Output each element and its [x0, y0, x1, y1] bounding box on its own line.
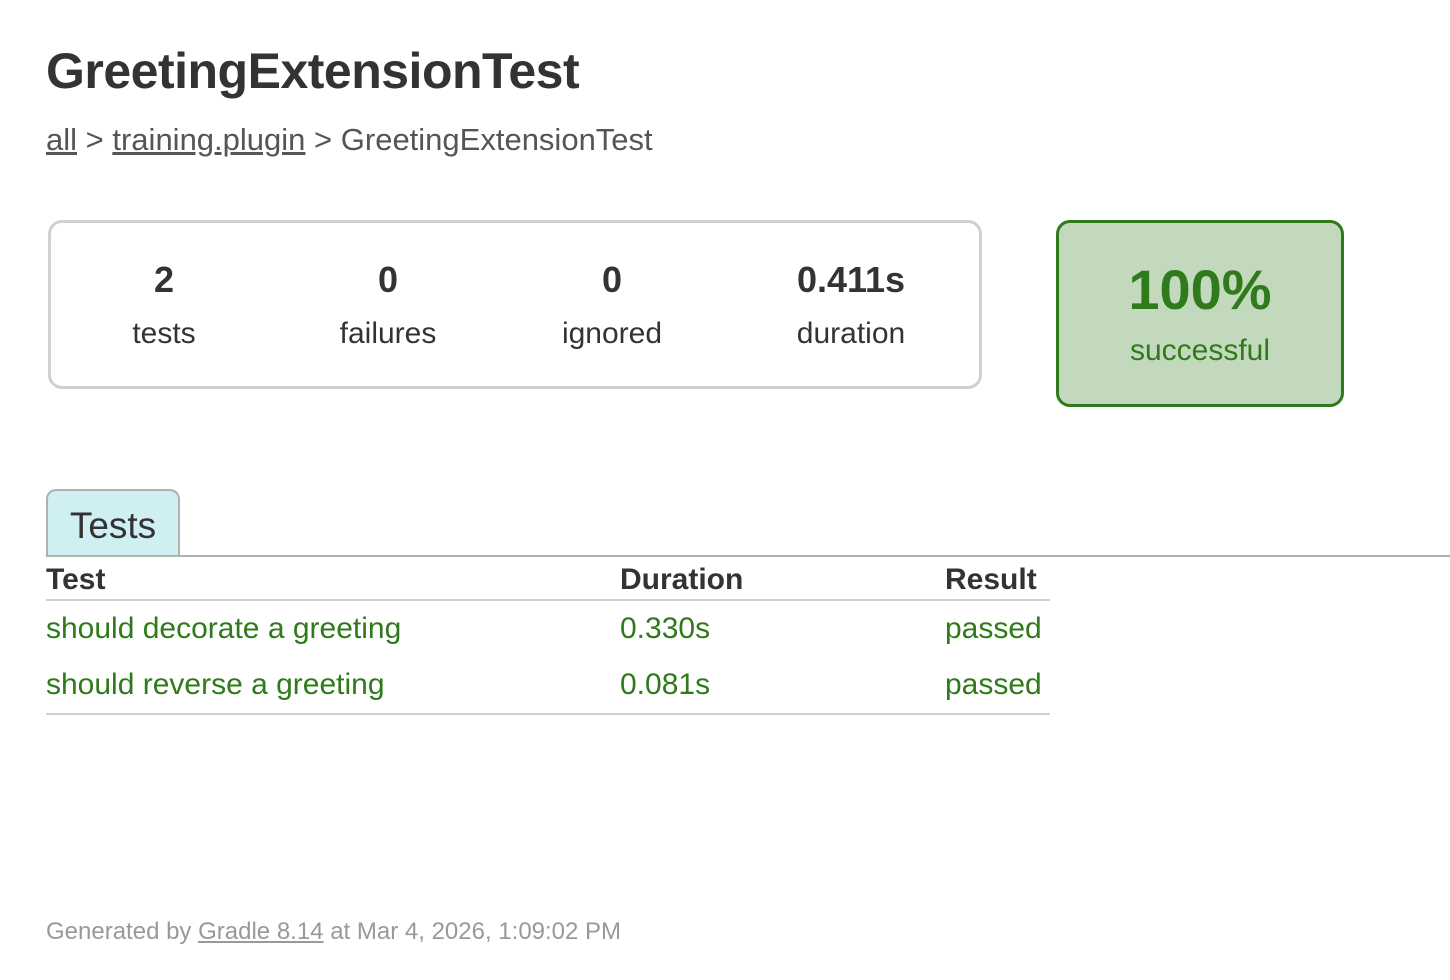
- failures-counter: 0 failures: [278, 259, 498, 351]
- duration-label: duration: [796, 317, 906, 350]
- success-rate-box: 100% successful: [1056, 220, 1344, 407]
- header-duration: Duration: [620, 560, 945, 601]
- ignored-label: ignored: [561, 317, 663, 350]
- footer: Generated by Gradle 8.14 at Mar 4, 2026,…: [46, 918, 621, 946]
- success-rate-value: 100%: [1128, 258, 1272, 321]
- table-row: should reverse a greeting 0.081s passed: [46, 657, 1050, 715]
- tests-counter: 2 tests: [54, 259, 274, 351]
- ignored-counter: 0 ignored: [502, 259, 722, 351]
- header-test: Test: [46, 560, 620, 601]
- footer-timestamp: at Mar 4, 2026, 1:09:02 PM: [330, 918, 622, 945]
- breadcrumb-all[interactable]: all: [46, 122, 78, 157]
- ignored-value: 0: [601, 259, 623, 300]
- breadcrumb-current: GreetingExtensionTest: [340, 122, 653, 157]
- tab-tests[interactable]: Tests: [46, 489, 180, 557]
- tests-table: Test Duration Result should decorate a g…: [46, 560, 1050, 715]
- failures-label: failures: [339, 317, 437, 350]
- duration-counter: 0.411s duration: [741, 259, 961, 351]
- duration-value: 0.411s: [796, 259, 906, 300]
- gradle-link[interactable]: Gradle 8.14: [198, 918, 324, 945]
- breadcrumb-package[interactable]: training.plugin: [112, 122, 306, 157]
- tab-divider: [46, 555, 1450, 557]
- test-duration: 0.081s: [620, 657, 945, 715]
- test-duration: 0.330s: [620, 612, 711, 645]
- header-result: Result: [945, 560, 1050, 601]
- test-name: should decorate a greeting: [46, 612, 402, 645]
- summary-box: 2 tests 0 failures 0 ignored 0.411s duration: [48, 220, 982, 389]
- tests-label: tests: [132, 317, 196, 350]
- table-header-row: Test Duration Result: [46, 560, 1050, 601]
- breadcrumb-separator: >: [85, 122, 104, 157]
- footer-prefix: Generated by: [46, 918, 192, 945]
- page-title: GreetingExtensionTest: [46, 43, 580, 99]
- breadcrumb: all > training.plugin > GreetingExtensio…: [46, 122, 653, 158]
- test-name: should reverse a greeting: [46, 657, 620, 715]
- test-result: passed: [945, 612, 1042, 645]
- table-row: should decorate a greeting 0.330s passed: [46, 600, 1050, 657]
- tests-value: 2: [153, 259, 175, 300]
- test-result: passed: [945, 657, 1050, 715]
- failures-value: 0: [377, 259, 399, 300]
- breadcrumb-separator: >: [314, 122, 333, 157]
- success-rate-label: successful: [1129, 334, 1271, 367]
